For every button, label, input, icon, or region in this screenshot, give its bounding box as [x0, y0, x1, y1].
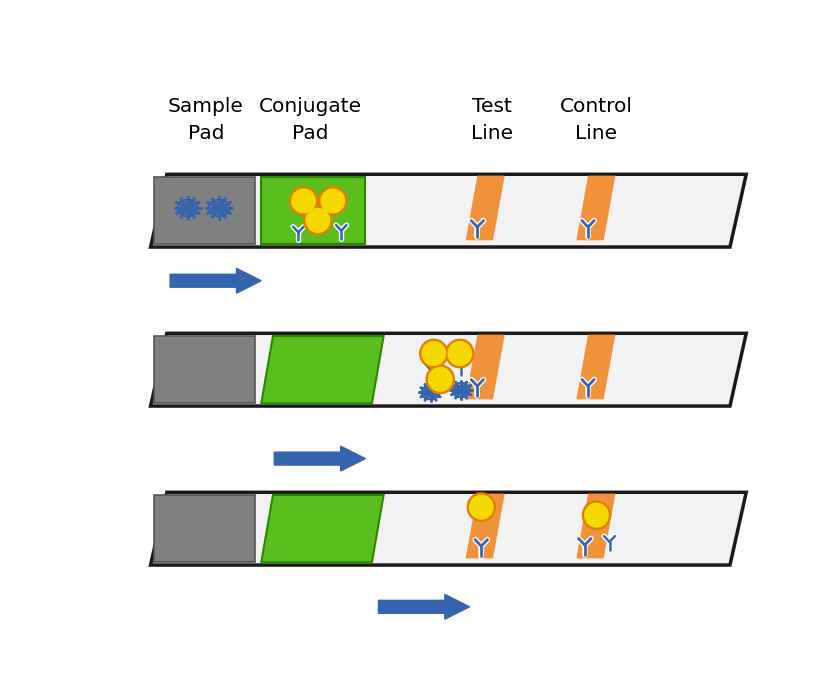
FancyArrow shape — [274, 446, 365, 471]
FancyBboxPatch shape — [154, 177, 255, 244]
Ellipse shape — [321, 189, 344, 213]
Ellipse shape — [428, 368, 452, 391]
FancyArrow shape — [379, 594, 470, 620]
Text: Line: Line — [575, 125, 617, 144]
Polygon shape — [465, 335, 505, 399]
Ellipse shape — [319, 187, 347, 215]
FancyBboxPatch shape — [154, 495, 255, 562]
Text: Pad: Pad — [291, 125, 328, 144]
Polygon shape — [150, 492, 746, 565]
Text: Pad: Pad — [187, 125, 224, 144]
Polygon shape — [465, 176, 505, 240]
Ellipse shape — [467, 493, 496, 522]
Text: Test: Test — [472, 97, 512, 116]
Polygon shape — [261, 495, 384, 562]
Ellipse shape — [426, 365, 454, 393]
Polygon shape — [576, 494, 616, 559]
Ellipse shape — [585, 503, 608, 527]
Polygon shape — [261, 336, 384, 403]
Ellipse shape — [291, 189, 315, 213]
FancyArrow shape — [171, 268, 261, 293]
Ellipse shape — [470, 496, 493, 519]
Text: Conjugate: Conjugate — [259, 97, 362, 116]
Polygon shape — [465, 494, 505, 559]
Text: Line: Line — [471, 125, 513, 144]
Text: Sample: Sample — [168, 97, 244, 116]
Polygon shape — [150, 333, 746, 406]
Ellipse shape — [582, 501, 611, 529]
Text: Control: Control — [560, 97, 633, 116]
FancyBboxPatch shape — [154, 336, 255, 403]
Ellipse shape — [306, 209, 329, 232]
Ellipse shape — [290, 187, 318, 215]
Ellipse shape — [420, 340, 448, 368]
Polygon shape — [150, 174, 746, 247]
Ellipse shape — [448, 342, 471, 365]
FancyBboxPatch shape — [261, 177, 365, 244]
Polygon shape — [576, 176, 616, 240]
Ellipse shape — [304, 206, 332, 234]
Polygon shape — [576, 335, 616, 399]
Ellipse shape — [422, 342, 445, 365]
Ellipse shape — [446, 340, 474, 368]
